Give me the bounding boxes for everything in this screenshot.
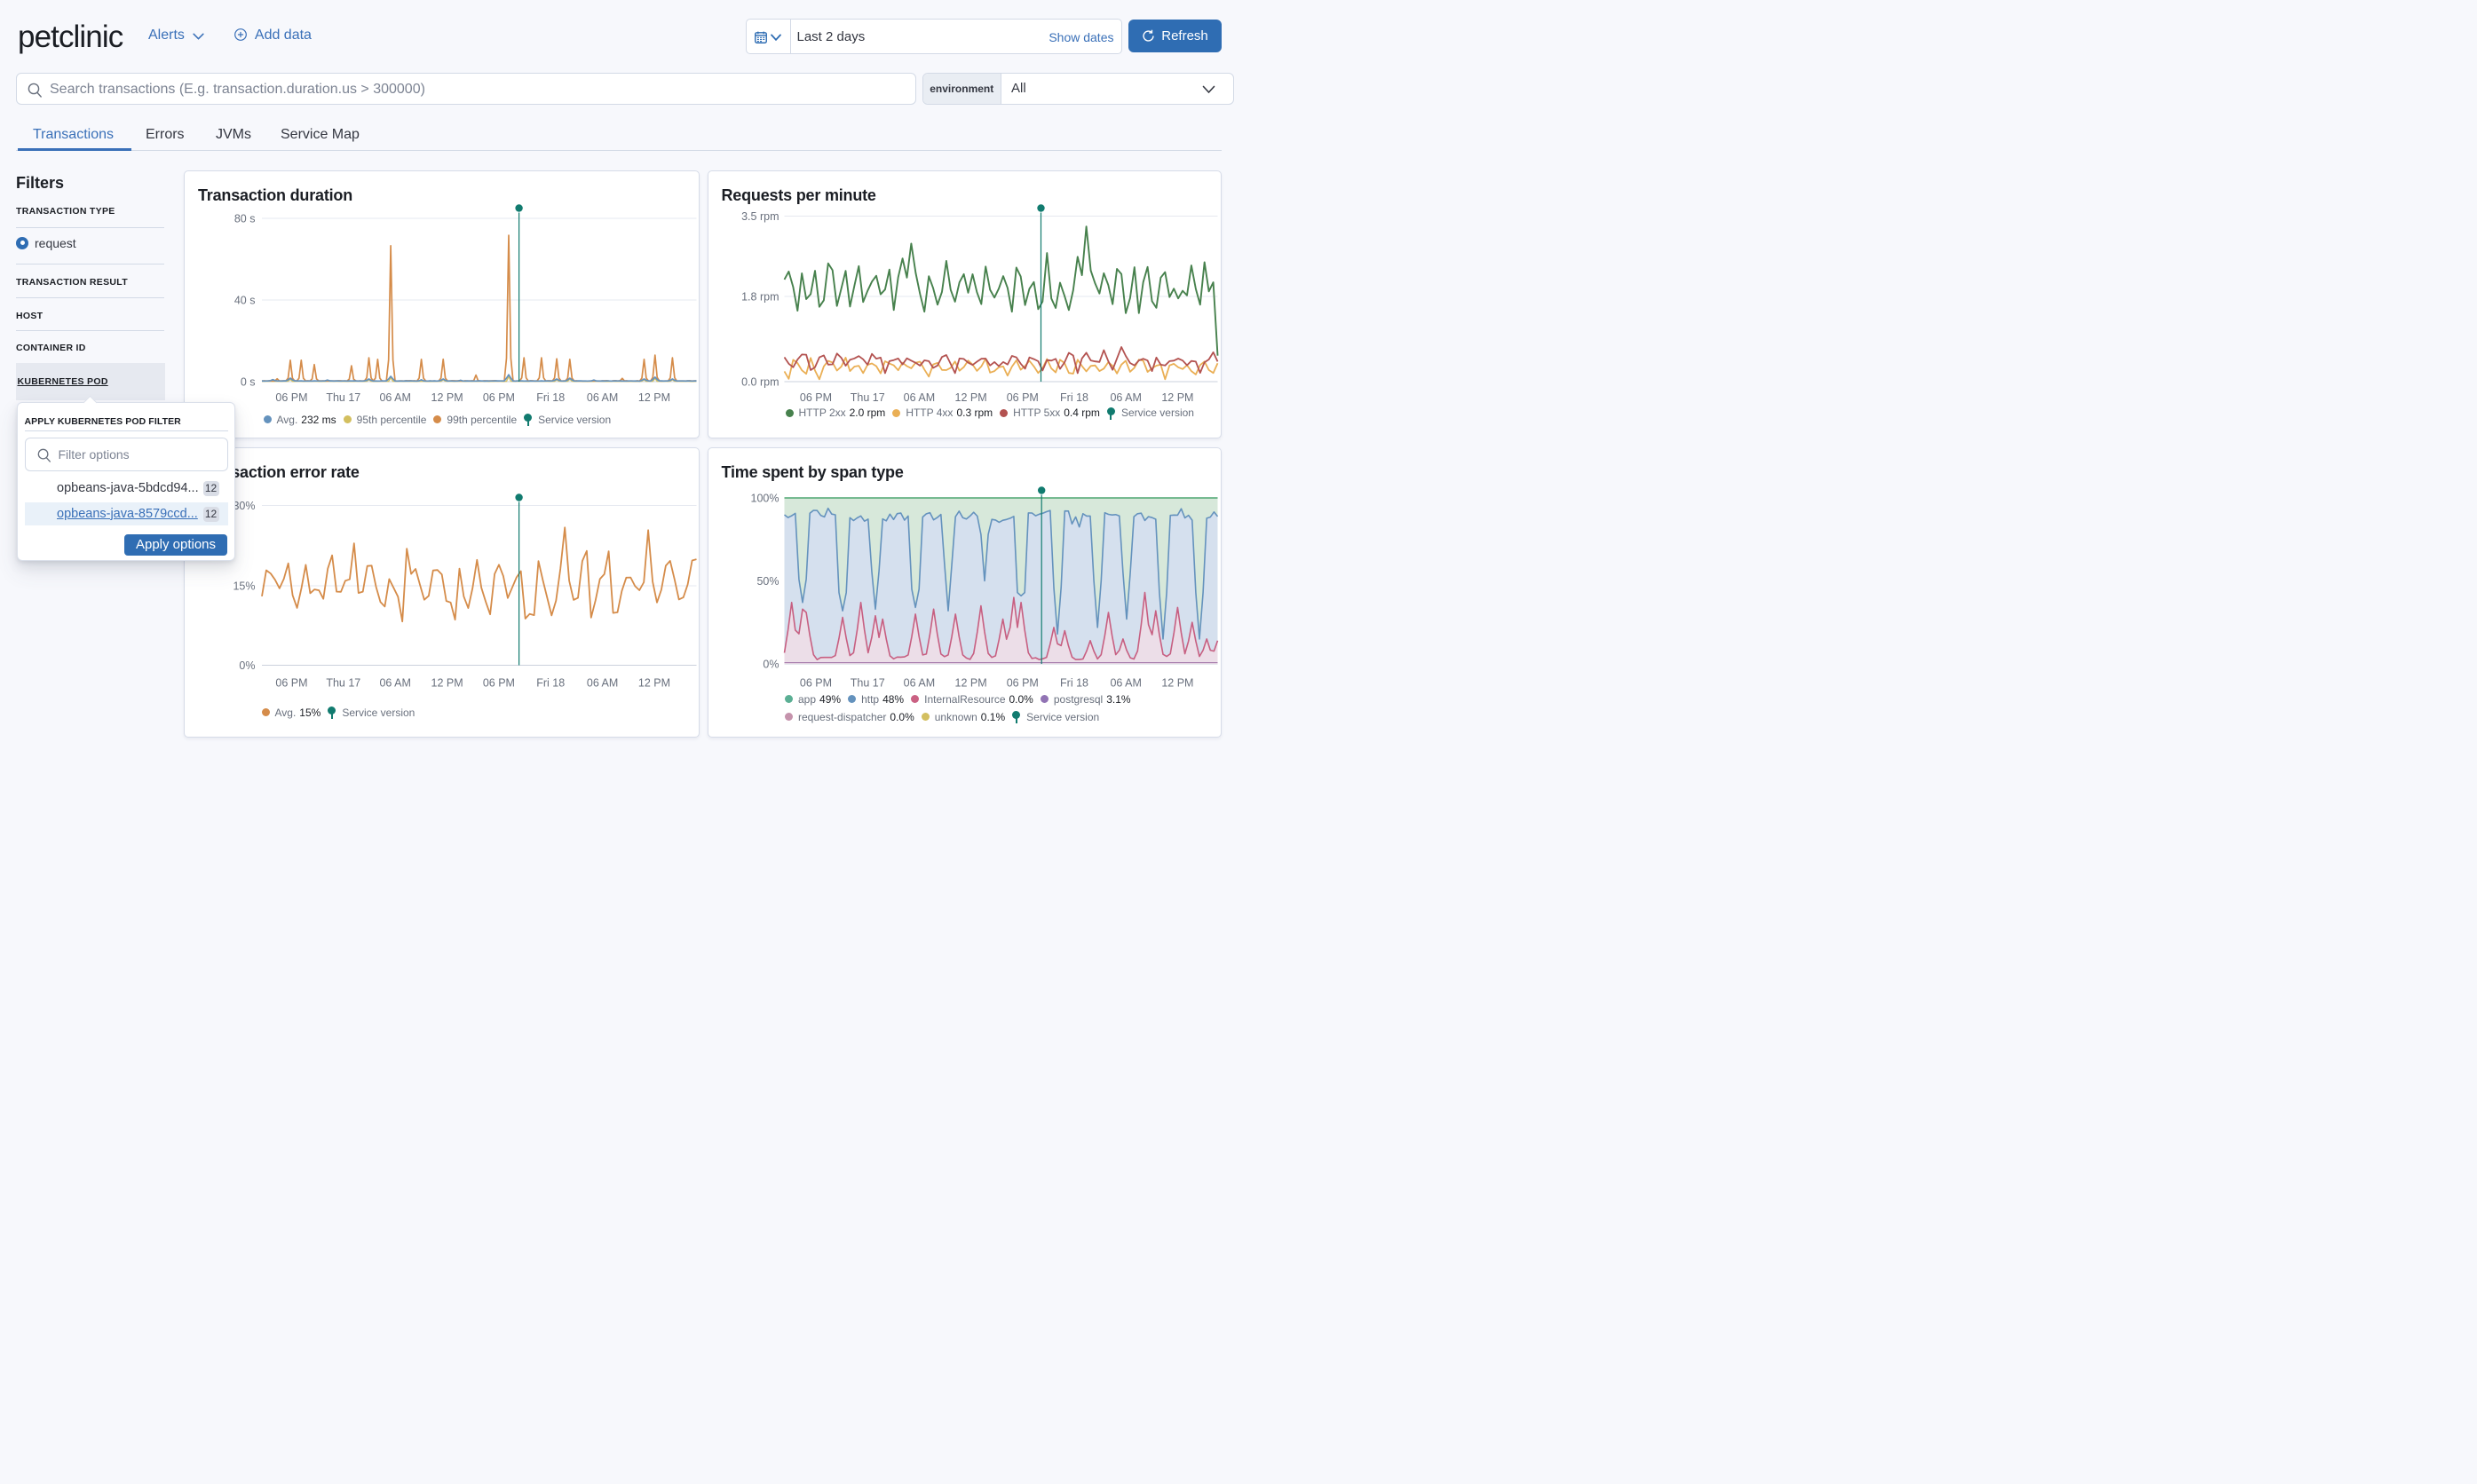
svg-text:Thu 17: Thu 17 (850, 391, 884, 404)
svg-text:06 AM: 06 AM (903, 391, 934, 404)
svg-text:Thu 17: Thu 17 (326, 677, 360, 690)
svg-text:0%: 0% (763, 659, 779, 671)
svg-text:06 PM: 06 PM (799, 677, 831, 690)
svg-text:06 AM: 06 AM (587, 677, 618, 690)
svg-text:80 s: 80 s (234, 213, 256, 225)
svg-text:Fri 18: Fri 18 (1060, 677, 1088, 690)
svg-text:0.0 rpm: 0.0 rpm (741, 376, 779, 389)
svg-text:0 s: 0 s (241, 376, 256, 389)
svg-text:Thu 17: Thu 17 (326, 391, 360, 404)
svg-text:50%: 50% (756, 575, 779, 588)
svg-text:06 PM: 06 PM (799, 391, 831, 404)
svg-text:06 AM: 06 AM (1110, 677, 1141, 690)
svg-text:12 PM: 12 PM (1161, 391, 1193, 404)
svg-text:12 PM: 12 PM (954, 677, 986, 690)
svg-text:12 PM: 12 PM (1161, 677, 1193, 690)
svg-text:06 PM: 06 PM (1006, 677, 1038, 690)
svg-text:06 PM: 06 PM (483, 677, 515, 690)
svg-text:12 PM: 12 PM (431, 391, 463, 404)
svg-text:Fri 18: Fri 18 (1060, 391, 1088, 404)
svg-text:Fri 18: Fri 18 (536, 391, 565, 404)
svg-text:Fri 18: Fri 18 (536, 677, 565, 690)
svg-text:3.5 rpm: 3.5 rpm (741, 210, 779, 223)
svg-text:06 AM: 06 AM (903, 677, 934, 690)
svg-text:12 PM: 12 PM (638, 391, 670, 404)
svg-text:12 PM: 12 PM (954, 391, 986, 404)
svg-text:12 PM: 12 PM (638, 677, 670, 690)
svg-text:06 AM: 06 AM (379, 677, 410, 690)
svg-text:06 AM: 06 AM (1110, 391, 1141, 404)
svg-text:12 PM: 12 PM (431, 677, 463, 690)
svg-text:1.8 rpm: 1.8 rpm (741, 291, 779, 304)
svg-text:100%: 100% (750, 493, 779, 505)
svg-text:06 PM: 06 PM (1006, 391, 1038, 404)
svg-text:Thu 17: Thu 17 (850, 677, 884, 690)
svg-text:06 AM: 06 AM (587, 391, 618, 404)
svg-text:06 PM: 06 PM (275, 677, 307, 690)
svg-text:06 PM: 06 PM (275, 391, 307, 404)
svg-text:15%: 15% (233, 580, 255, 593)
svg-text:40 s: 40 s (234, 295, 256, 307)
svg-text:06 PM: 06 PM (483, 391, 515, 404)
svg-text:0%: 0% (239, 659, 255, 672)
svg-text:30%: 30% (233, 500, 255, 512)
svg-text:06 AM: 06 AM (379, 391, 410, 404)
